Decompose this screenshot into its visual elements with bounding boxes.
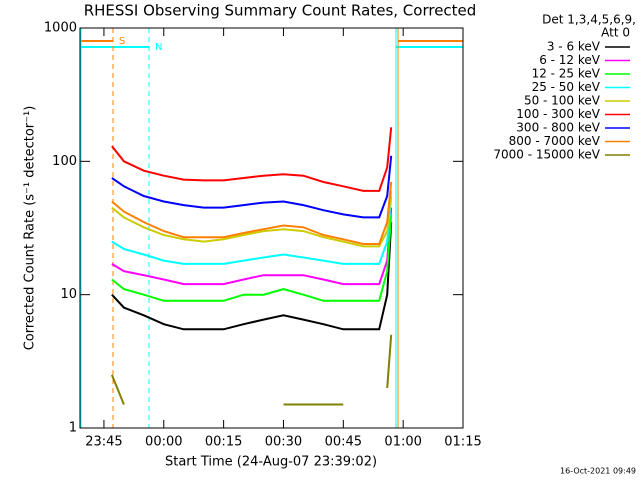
- series-line: [111, 214, 393, 302]
- legend-label: 100 - 300 keV: [516, 107, 600, 121]
- annotation: N: [155, 42, 162, 53]
- series-line: [111, 190, 393, 248]
- legend-title: Det 1,3,4,5,6,9,: [542, 13, 636, 27]
- x-tick-label: 01:00: [384, 435, 421, 450]
- x-tick-label: 00:45: [325, 435, 362, 450]
- y-axis-label: Corrected Count Rate (s⁻¹ detector⁻¹): [23, 106, 38, 351]
- legend-label: 3 - 6 keV: [547, 40, 601, 54]
- annotation: S: [119, 36, 125, 47]
- legend-label: 800 - 7000 keV: [509, 134, 601, 148]
- legend-label: 7000 - 15000 keV: [493, 148, 600, 162]
- legend-label: 300 - 800 keV: [516, 121, 600, 135]
- series-line: [110, 334, 393, 406]
- series-line: [111, 207, 393, 286]
- legend-label: 6 - 12 keV: [539, 53, 601, 67]
- plot-frame: [79, 27, 464, 429]
- y-tick-label: 1000: [44, 21, 77, 36]
- legend-label: 25 - 50 keV: [532, 80, 601, 94]
- series-line: [111, 155, 393, 219]
- x-tick-label: 00:15: [205, 435, 242, 450]
- series-line: [111, 181, 393, 245]
- series-line: [111, 222, 393, 331]
- y-tick-label: 10: [60, 287, 77, 302]
- footer: 16-Oct-2021 09:49: [560, 467, 636, 476]
- x-axis-label: Start Time (24-Aug-07 23:39:02): [165, 455, 377, 470]
- y-tick-label: 100: [52, 154, 77, 169]
- x-tick-label: 00:00: [145, 435, 182, 450]
- series-line: [111, 195, 393, 265]
- x-tick-label: 23:45: [85, 435, 122, 450]
- chart-title: RHESSI Observing Summary Count Rates, Co…: [84, 2, 477, 20]
- y-tick-label: 1: [69, 421, 77, 436]
- x-tick-label: 00:30: [265, 435, 302, 450]
- x-tick-label: 01:15: [444, 435, 481, 450]
- legend-label: 12 - 25 keV: [532, 67, 601, 81]
- legend-title: Att 0: [601, 26, 630, 40]
- legend-label: 50 - 100 keV: [524, 94, 601, 108]
- series-line: [111, 127, 393, 192]
